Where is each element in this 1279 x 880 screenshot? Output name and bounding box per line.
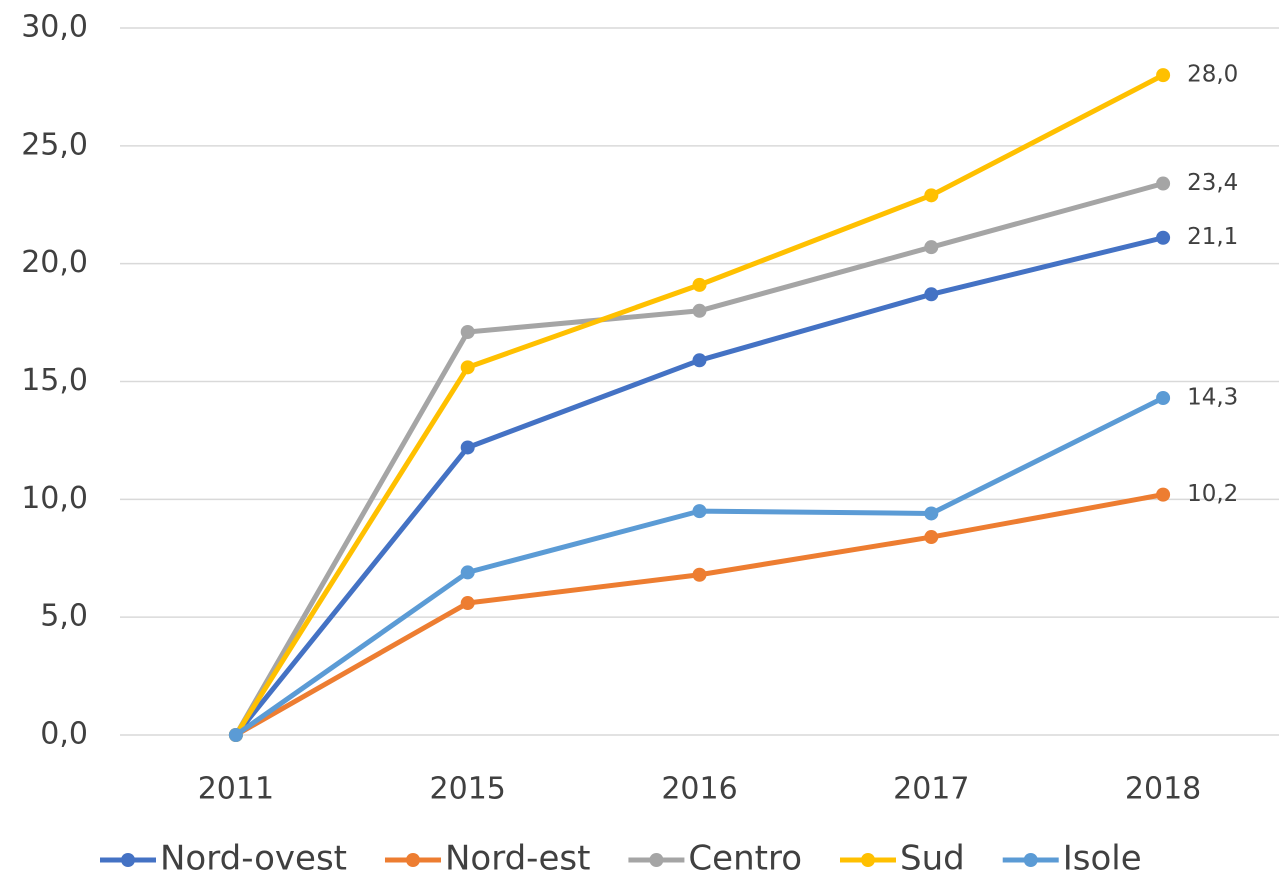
y-tick-label: 30,0	[21, 10, 88, 45]
x-tick-label: 2018	[1125, 772, 1201, 807]
point	[924, 240, 939, 255]
legend-marker	[405, 853, 420, 867]
point	[692, 504, 707, 519]
point	[460, 440, 475, 455]
series-line	[234, 395, 1165, 738]
series-line	[234, 492, 1164, 738]
legend-label: Centro	[688, 839, 802, 879]
legend-label: Nord-ovest	[160, 839, 347, 879]
point	[460, 360, 475, 375]
legend-marker	[649, 853, 664, 867]
point	[460, 596, 475, 611]
y-tick-label: 15,0	[21, 363, 88, 398]
point	[1156, 390, 1171, 405]
point	[460, 325, 475, 340]
point	[924, 287, 939, 302]
data-label: 10,2	[1187, 481, 1238, 507]
point	[460, 565, 475, 580]
point	[1156, 68, 1171, 83]
point	[692, 567, 707, 582]
point	[924, 188, 939, 203]
x-tick-label: 2016	[661, 772, 737, 807]
data-label: 28,0	[1187, 62, 1238, 88]
data-label: 23,4	[1187, 170, 1238, 196]
legend-marker	[1023, 853, 1038, 867]
point	[1156, 230, 1171, 245]
legend-label: Nord-est	[445, 839, 590, 879]
y-tick-label: 25,0	[21, 127, 88, 162]
point	[1156, 176, 1171, 191]
data-label: 14,3	[1187, 384, 1238, 410]
x-tick-label: 2015	[430, 772, 506, 807]
series-line	[233, 181, 1164, 737]
x-tick-label: 2017	[893, 772, 969, 807]
legend-label: Isole	[1063, 839, 1142, 879]
point	[692, 353, 707, 368]
point	[924, 506, 939, 521]
y-tick-label: 20,0	[21, 245, 88, 280]
legend-label: Sud	[900, 839, 965, 879]
point	[228, 728, 243, 742]
y-tick-label: 0,0	[40, 717, 88, 752]
y-tick-label: 10,0	[21, 481, 88, 516]
data-label: 21,1	[1187, 224, 1238, 250]
legend-marker	[861, 853, 875, 867]
point	[1156, 487, 1171, 502]
x-tick-label: 2011	[198, 772, 274, 807]
y-tick-label: 5,0	[40, 599, 88, 634]
point	[692, 277, 707, 292]
point	[924, 530, 939, 545]
legend-marker	[121, 853, 135, 867]
point	[692, 303, 707, 318]
